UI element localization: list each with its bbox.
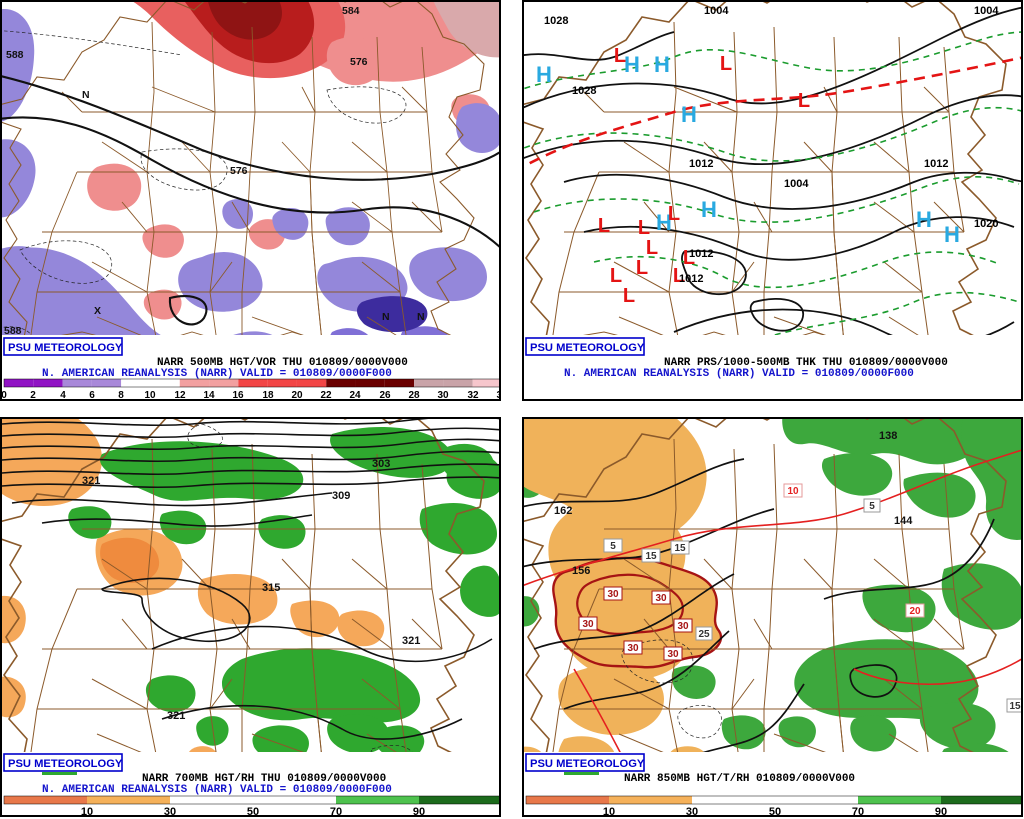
svg-text:315: 315 xyxy=(262,582,280,594)
svg-text:1028: 1028 xyxy=(544,15,568,27)
svg-text:15: 15 xyxy=(645,551,657,562)
svg-text:20: 20 xyxy=(291,390,303,401)
svg-text:1012: 1012 xyxy=(924,158,948,170)
svg-text:18: 18 xyxy=(262,390,274,401)
svg-text:12: 12 xyxy=(174,390,186,401)
svg-text:H: H xyxy=(916,207,932,232)
svg-text:PSU METEOROLOGY: PSU METEOROLOGY xyxy=(8,342,123,354)
svg-text:8: 8 xyxy=(118,390,124,401)
svg-text:20: 20 xyxy=(909,606,921,617)
svg-text:N: N xyxy=(82,89,90,101)
svg-text:576: 576 xyxy=(230,165,248,177)
svg-text:PSU METEOROLOGY: PSU METEOROLOGY xyxy=(530,758,645,770)
svg-text:H: H xyxy=(536,62,552,87)
svg-text:1004: 1004 xyxy=(974,5,999,17)
svg-text:1020: 1020 xyxy=(974,218,998,230)
svg-text:10: 10 xyxy=(603,806,615,817)
svg-text:584: 584 xyxy=(342,5,360,17)
svg-text:50: 50 xyxy=(247,806,259,817)
svg-text:H: H xyxy=(654,52,670,77)
svg-text:576: 576 xyxy=(350,56,368,68)
svg-text:H: H xyxy=(701,197,717,222)
svg-text:X: X xyxy=(94,305,101,317)
svg-text:70: 70 xyxy=(330,806,342,817)
svg-text:321: 321 xyxy=(402,635,420,647)
svg-text:5: 5 xyxy=(869,501,875,512)
svg-text:10: 10 xyxy=(81,806,93,817)
svg-text:4: 4 xyxy=(60,390,66,401)
svg-text:L: L xyxy=(638,217,650,239)
svg-text:L: L xyxy=(636,257,648,279)
svg-text:90: 90 xyxy=(413,806,425,817)
svg-text:2: 2 xyxy=(30,390,36,401)
svg-text:1004: 1004 xyxy=(784,178,809,190)
svg-text:309: 309 xyxy=(332,490,350,502)
svg-text:30: 30 xyxy=(655,593,667,604)
svg-text:30: 30 xyxy=(437,390,449,401)
svg-text:H: H xyxy=(624,52,640,77)
svg-text:H: H xyxy=(681,102,697,127)
svg-text:30: 30 xyxy=(164,806,176,817)
svg-text:14: 14 xyxy=(203,390,215,401)
svg-text:162: 162 xyxy=(554,505,572,517)
svg-text:N. AMERICAN REANALYSIS (NARR): N. AMERICAN REANALYSIS (NARR) VALID = 01… xyxy=(564,368,914,380)
svg-text:L: L xyxy=(646,237,658,259)
svg-text:5: 5 xyxy=(610,541,616,552)
svg-text:1012: 1012 xyxy=(689,158,713,170)
svg-text:303: 303 xyxy=(372,458,390,470)
svg-text:34: 34 xyxy=(496,390,501,401)
svg-text:6: 6 xyxy=(89,390,95,401)
svg-text:30: 30 xyxy=(667,649,679,660)
svg-text:1028: 1028 xyxy=(572,85,596,97)
svg-text:1012: 1012 xyxy=(689,248,713,260)
svg-text:PSU METEOROLOGY: PSU METEOROLOGY xyxy=(8,758,123,770)
svg-text:90: 90 xyxy=(935,806,947,817)
svg-text:H: H xyxy=(944,222,960,247)
svg-text:L: L xyxy=(720,53,732,75)
svg-text:N: N xyxy=(417,311,425,323)
svg-text:L: L xyxy=(614,45,626,67)
svg-text:30: 30 xyxy=(686,806,698,817)
svg-text:28: 28 xyxy=(408,390,420,401)
svg-text:L: L xyxy=(610,265,622,287)
svg-text:16: 16 xyxy=(232,390,244,401)
svg-text:L: L xyxy=(623,285,635,307)
svg-text:70: 70 xyxy=(852,806,864,817)
svg-text:10: 10 xyxy=(144,390,156,401)
svg-text:PSU METEOROLOGY: PSU METEOROLOGY xyxy=(530,342,645,354)
svg-text:50: 50 xyxy=(769,806,781,817)
svg-text:24: 24 xyxy=(349,390,361,401)
svg-text:L: L xyxy=(668,203,680,225)
svg-text:32: 32 xyxy=(467,390,479,401)
svg-text:1004: 1004 xyxy=(704,5,729,17)
svg-text:15: 15 xyxy=(1009,701,1021,712)
svg-text:144: 144 xyxy=(894,515,913,527)
svg-text:30: 30 xyxy=(627,643,639,654)
svg-text:138: 138 xyxy=(879,430,897,442)
svg-text:15: 15 xyxy=(674,543,686,554)
svg-text:26: 26 xyxy=(379,390,391,401)
svg-text:25: 25 xyxy=(698,629,710,640)
svg-text:156: 156 xyxy=(572,565,590,577)
svg-text:N. AMERICAN REANALYSIS (NARR): N. AMERICAN REANALYSIS (NARR) VALID = 01… xyxy=(42,784,392,796)
svg-text:10: 10 xyxy=(787,486,799,497)
svg-text:NARR 850MB HGT/T/RH 010809/000: NARR 850MB HGT/T/RH 010809/0000V000 xyxy=(624,773,855,785)
svg-text:N. AMERICAN REANALYSIS (NARR): N. AMERICAN REANALYSIS (NARR) VALID = 01… xyxy=(42,368,392,380)
svg-text:L: L xyxy=(798,90,810,112)
svg-text:22: 22 xyxy=(320,390,332,401)
svg-text:L: L xyxy=(598,215,610,237)
svg-text:321: 321 xyxy=(82,475,100,487)
svg-text:1012: 1012 xyxy=(679,273,703,285)
svg-text:30: 30 xyxy=(582,619,594,630)
svg-text:30: 30 xyxy=(677,621,689,632)
svg-text:N: N xyxy=(382,311,390,323)
svg-text:0: 0 xyxy=(2,390,7,401)
svg-text:30: 30 xyxy=(607,589,619,600)
svg-text:321: 321 xyxy=(167,710,185,722)
svg-text:588: 588 xyxy=(6,49,24,61)
